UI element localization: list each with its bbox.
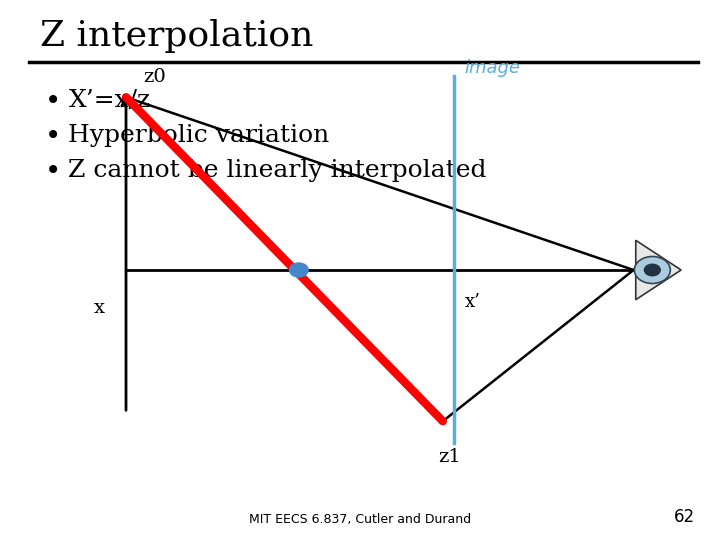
Text: z0: z0 xyxy=(143,69,166,86)
Text: z1: z1 xyxy=(438,448,462,466)
Text: •: • xyxy=(45,89,61,116)
Circle shape xyxy=(634,256,670,284)
Text: Hyperbolic variation: Hyperbolic variation xyxy=(68,124,330,147)
Circle shape xyxy=(644,264,661,276)
Text: Z cannot be linearly interpolated: Z cannot be linearly interpolated xyxy=(68,159,487,183)
Text: image: image xyxy=(464,59,521,77)
Text: 62: 62 xyxy=(674,509,695,526)
Polygon shape xyxy=(636,240,681,300)
Text: •: • xyxy=(45,159,61,186)
Text: MIT EECS 6.837, Cutler and Durand: MIT EECS 6.837, Cutler and Durand xyxy=(249,514,471,526)
Text: Z interpolation: Z interpolation xyxy=(40,19,313,53)
Text: X’=x/z: X’=x/z xyxy=(68,89,150,112)
Text: x: x xyxy=(94,299,104,317)
Text: x’: x’ xyxy=(464,293,480,312)
Text: •: • xyxy=(45,124,61,151)
Circle shape xyxy=(289,263,308,277)
